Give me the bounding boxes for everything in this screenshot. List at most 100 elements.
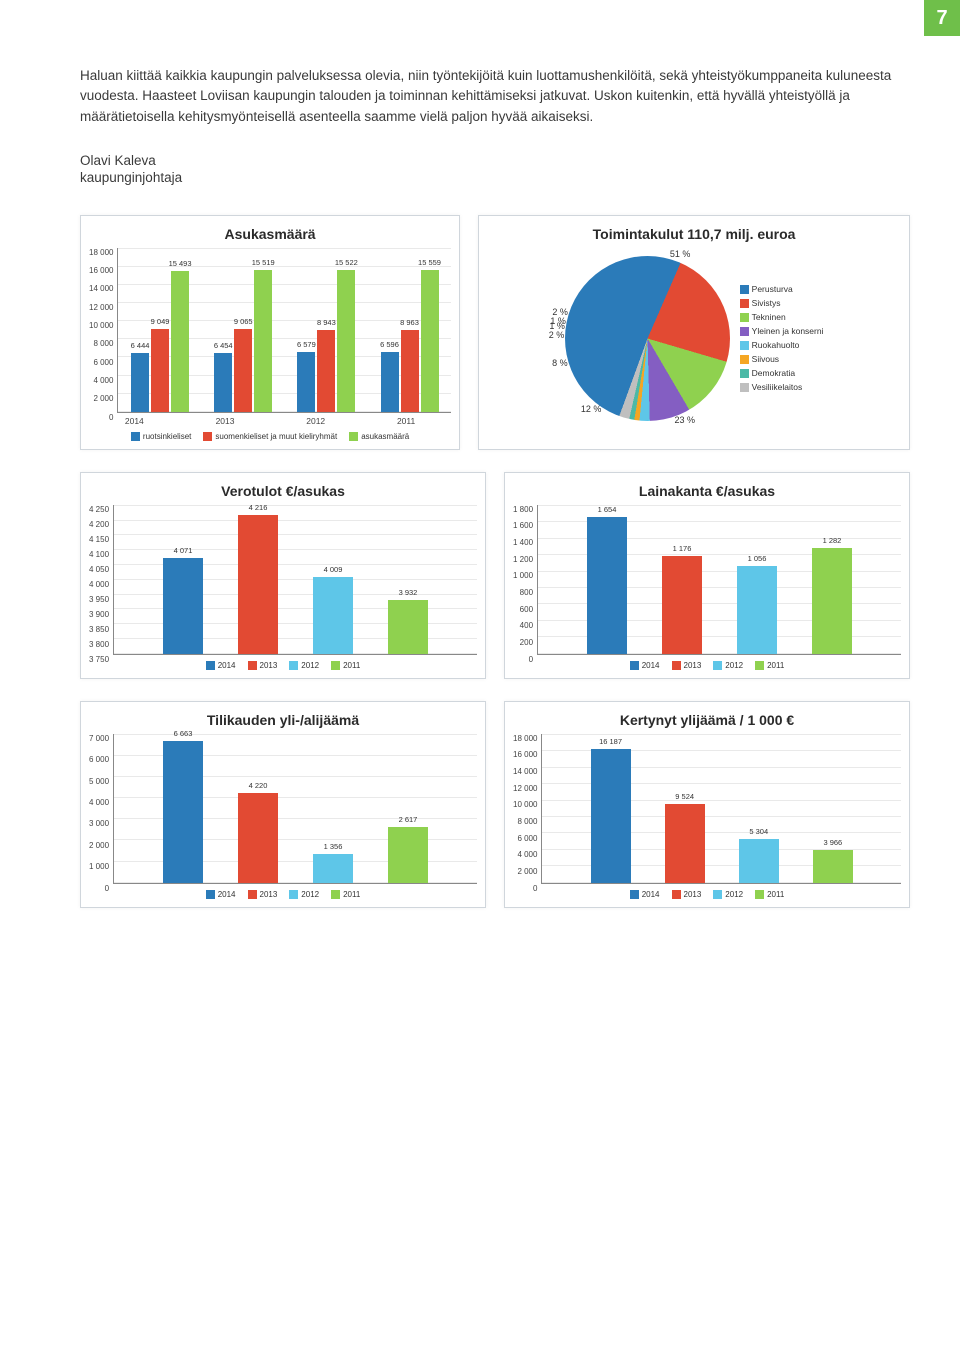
bar-area: 4 071 4 216 4 009 3 932 [114, 505, 477, 654]
bar: 16 187 [591, 749, 631, 883]
bar-value-label: 6 663 [174, 729, 193, 738]
legend-label: 2013 [260, 661, 278, 670]
legend-label: 2011 [767, 661, 784, 670]
legend-label: Vesiliikelaitos [752, 382, 803, 392]
legend-item: 2013 [248, 661, 278, 670]
bar-value-label: 4 220 [249, 781, 268, 790]
legend-swatch [131, 432, 140, 441]
pie-slice-pct: 51 % [670, 249, 691, 259]
legend-swatch [713, 661, 722, 670]
bar: 4 071 [163, 558, 203, 654]
bar-value-label: 16 187 [599, 737, 622, 746]
legend-item: ruotsinkieliset [131, 432, 191, 441]
legend-label: Tekninen [752, 312, 786, 322]
chart-title: Lainakanta €/asukas [513, 483, 901, 499]
legend-item: 2012 [289, 890, 319, 899]
x-axis: 2014201320122011 [89, 416, 451, 426]
legend-label: Siivous [752, 354, 779, 364]
legend-swatch [289, 661, 298, 670]
chart-row-3: Tilikauden yli-/alijäämä 01 0002 0003 00… [80, 701, 910, 908]
bar: 9 524 [665, 804, 705, 883]
legend-label: 2012 [301, 890, 319, 899]
signature-title: kaupunginjohtaja [80, 170, 910, 185]
legend-swatch [672, 661, 681, 670]
bar-value-label: 15 559 [418, 258, 441, 267]
legend: ruotsinkieliset suomenkieliset ja muut ki… [89, 432, 451, 441]
bar: 9 065 [234, 329, 252, 412]
bar-value-label: 1 282 [823, 536, 842, 545]
bar-value-label: 8 963 [400, 318, 419, 327]
legend-label: 2011 [343, 661, 360, 670]
y-axis: 02004006008001 0001 2001 4001 6001 800 [513, 505, 537, 655]
bar: 6 663 [163, 741, 203, 883]
legend-item: 2013 [248, 890, 278, 899]
legend-label: ruotsinkieliset [143, 432, 191, 441]
legend-item: Ruokahuolto [740, 340, 824, 350]
legend-label: 2014 [642, 890, 660, 899]
y-axis: 01 0002 0003 0004 0005 0006 0007 000 [89, 734, 113, 884]
legend-item: 2011 [331, 890, 360, 899]
legend-item: 2012 [713, 661, 743, 670]
chart-title: Toimintakulut 110,7 milj. euroa [487, 226, 901, 242]
legend-item: 2014 [630, 661, 660, 670]
signature-block: Olavi Kaleva kaupunginjohtaja [80, 153, 910, 185]
legend-swatch [248, 661, 257, 670]
bar: 1 356 [313, 854, 353, 883]
bar-value-label: 6 444 [131, 341, 150, 350]
bar: 3 932 [388, 600, 428, 654]
bar: 6 596 [381, 352, 399, 412]
legend-label: 2011 [343, 890, 360, 899]
legend: 2014201320122011 [513, 661, 901, 670]
legend-label: 2012 [725, 890, 743, 899]
legend-swatch [740, 285, 749, 294]
bar: 4 009 [313, 577, 353, 654]
chart-row-1: Asukasmäärä 02 0004 0006 0008 00010 0001… [80, 215, 910, 450]
bar-value-label: 9 049 [151, 317, 170, 326]
bar-value-label: 9 065 [234, 317, 253, 326]
bar-value-label: 15 519 [252, 258, 275, 267]
bar-value-label: 4 216 [249, 503, 268, 512]
legend-swatch [672, 890, 681, 899]
legend: 2014201320122011 [513, 890, 901, 899]
bar-group: 6 4549 06515 519 [214, 248, 272, 412]
legend-item: 2011 [755, 661, 784, 670]
legend-item: Siivous [740, 354, 824, 364]
legend-item: suomenkieliset ja muut kieliryhmät [203, 432, 337, 441]
chart-row-2: Verotulot €/asukas 3 7503 8003 8503 9003… [80, 472, 910, 679]
chart-lainakanta: Lainakanta €/asukas 02004006008001 0001 … [504, 472, 910, 679]
legend-item: 2012 [289, 661, 319, 670]
bar-value-label: 2 617 [399, 815, 418, 824]
bar: 8 963 [401, 330, 419, 412]
bar-value-label: 3 966 [823, 838, 842, 847]
legend-swatch [740, 383, 749, 392]
bar-value-label: 4 071 [174, 546, 193, 555]
bar-group: 6 5968 96315 559 [381, 248, 439, 412]
bar: 1 176 [662, 556, 702, 653]
bar: 1 654 [587, 517, 627, 654]
bar-area: 1 6541 1761 0561 282 [538, 505, 901, 654]
bar: 6 454 [214, 353, 232, 412]
bar: 1 282 [812, 548, 852, 654]
pie-slice-pct: 12 % [581, 404, 602, 414]
bar-value-label: 1 654 [598, 505, 617, 514]
bar-area: 16 1879 5245 3043 966 [542, 734, 901, 883]
bar-value-label: 15 522 [335, 258, 358, 267]
chart-toimintakulut: Toimintakulut 110,7 milj. euroa 51 %23 %… [478, 215, 910, 450]
legend-label: Demokratia [752, 368, 795, 378]
bar-value-label: 6 596 [380, 340, 399, 349]
chart-title: Verotulot €/asukas [89, 483, 477, 499]
chart-tilikausi: Tilikauden yli-/alijäämä 01 0002 0003 00… [80, 701, 486, 908]
legend-item: 2012 [713, 890, 743, 899]
bar: 8 943 [317, 330, 335, 411]
page-number-badge: 7 [924, 0, 960, 36]
legend-swatch [740, 341, 749, 350]
bar: 15 519 [254, 270, 272, 411]
legend-swatch [630, 890, 639, 899]
legend-swatch [206, 890, 215, 899]
bar-value-label: 6 454 [214, 341, 233, 350]
bar-value-label: 1 356 [324, 842, 343, 851]
signature-name: Olavi Kaleva [80, 153, 910, 168]
legend-item: 2011 [331, 661, 360, 670]
legend-item: 2014 [630, 890, 660, 899]
legend-item: 2014 [206, 661, 236, 670]
